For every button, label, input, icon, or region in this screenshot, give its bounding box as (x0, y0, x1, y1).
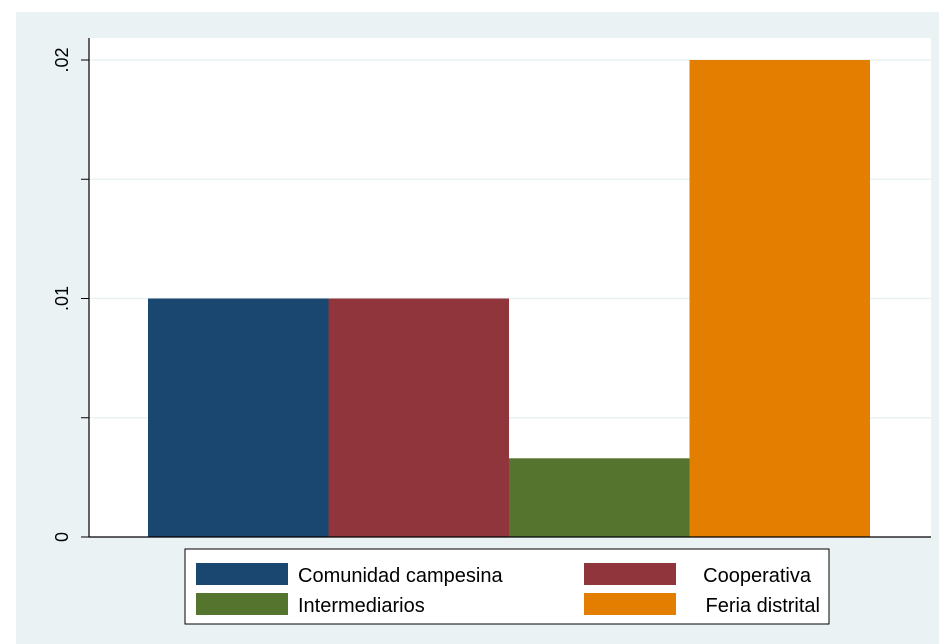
bar (328, 298, 509, 537)
legend-label: Intermediarios (298, 595, 425, 617)
legend-box (184, 548, 830, 625)
legend-swatch (196, 593, 288, 615)
bar (509, 458, 690, 537)
bar (148, 298, 329, 537)
y-tick-label: 0 (52, 532, 72, 542)
axes: 0 .01 .02 (52, 38, 931, 542)
legend-swatch (196, 563, 288, 585)
legend: Comunidad campesina Cooperativa Intermedia… (184, 548, 830, 625)
legend-label: Feria distrital (706, 595, 820, 617)
legend-swatch (584, 593, 676, 615)
bars (148, 60, 870, 537)
legend-label: Cooperativa (703, 565, 812, 587)
legend-label: Comunidad campesina (298, 565, 503, 587)
bar (689, 60, 870, 537)
y-tick-label: .01 (52, 286, 72, 311)
legend-swatch (584, 563, 676, 585)
y-tick-label: .02 (52, 47, 72, 72)
